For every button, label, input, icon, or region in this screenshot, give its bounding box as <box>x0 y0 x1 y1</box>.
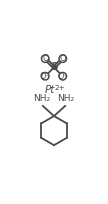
Circle shape <box>59 72 67 80</box>
Text: O: O <box>60 54 66 63</box>
Circle shape <box>59 55 67 62</box>
Circle shape <box>41 72 49 80</box>
Text: Pt: Pt <box>44 85 55 95</box>
Text: O⁻: O⁻ <box>57 72 68 81</box>
Text: 2+: 2+ <box>55 85 65 91</box>
Text: O⁻: O⁻ <box>40 72 51 81</box>
Text: NH₂: NH₂ <box>57 94 74 103</box>
Text: NH₂: NH₂ <box>34 94 51 103</box>
Text: S: S <box>50 62 58 72</box>
Text: O: O <box>42 54 48 63</box>
Circle shape <box>41 55 49 62</box>
